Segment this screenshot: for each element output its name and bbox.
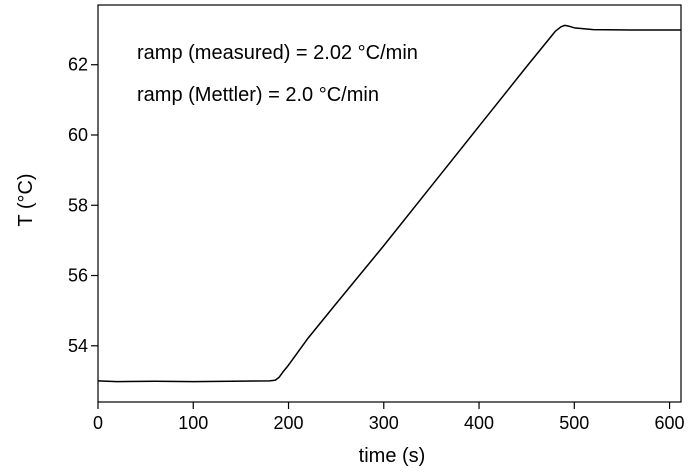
annotation-ramp-mettler: ramp (Mettler) = 2.0 °C/min <box>137 84 379 106</box>
x-tick-label-600: 600 <box>655 413 685 433</box>
plot-frame <box>97 4 682 403</box>
series-line-0 <box>97 24 681 383</box>
x-tick-label-300: 300 <box>369 413 399 433</box>
y-tick-label-60: 60 <box>68 125 88 145</box>
y-tick-label-56: 56 <box>68 266 88 286</box>
x-tick-label-400: 400 <box>464 413 494 433</box>
y-tick-label-54: 54 <box>68 336 88 356</box>
x-tick-label-100: 100 <box>178 413 208 433</box>
y-axis-label: T (°C) <box>15 173 37 226</box>
y-tick-label-58: 58 <box>68 195 88 215</box>
x-axis-label: time (s) <box>359 445 426 467</box>
y-tick-label-62: 62 <box>68 55 88 75</box>
x-tick-label-500: 500 <box>559 413 589 433</box>
plot-area <box>97 4 682 403</box>
x-tick-label-200: 200 <box>273 413 303 433</box>
x-tick-label-0: 0 <box>93 413 103 433</box>
annotation-ramp-measured: ramp (measured) = 2.02 °C/min <box>137 42 418 64</box>
ticks: 0 100 200 300 400 500 600 54 56 58 60 62 <box>68 55 685 433</box>
